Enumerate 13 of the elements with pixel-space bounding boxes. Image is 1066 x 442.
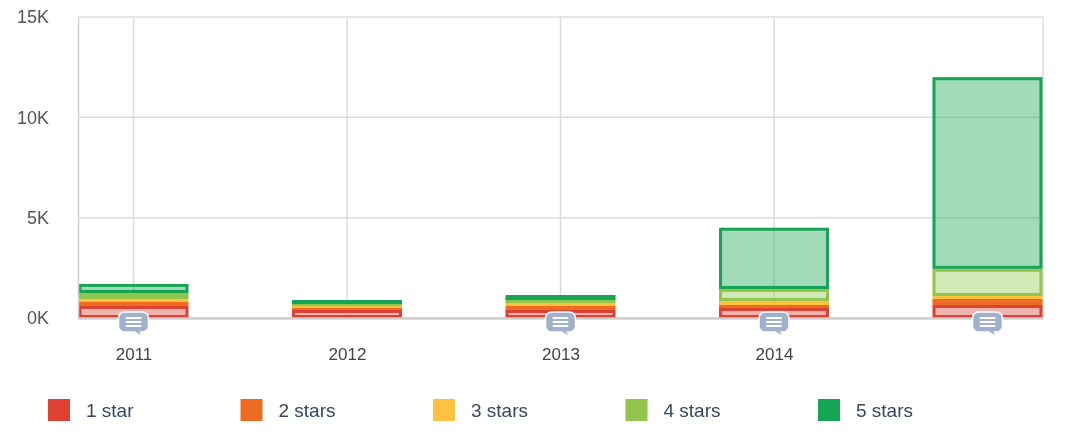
x-tick-label: 2011	[115, 345, 153, 365]
x-tick-label: 2014	[755, 345, 794, 365]
legend-label: 4 stars	[663, 399, 721, 421]
y-tick-label: 10K	[16, 107, 49, 128]
y-tick-label: 15K	[16, 7, 49, 28]
x-tick-label: 2013	[542, 345, 580, 365]
y-tick-label: 0K	[26, 308, 49, 329]
x-tick-label: 2012	[328, 345, 367, 365]
legend-label: 2 stars	[278, 399, 336, 421]
y-tick-label: 5K	[26, 207, 49, 228]
legend-label: 3 stars	[471, 399, 529, 421]
legend-label: 5 stars	[856, 399, 914, 421]
legend-label: 1 star	[86, 399, 135, 421]
